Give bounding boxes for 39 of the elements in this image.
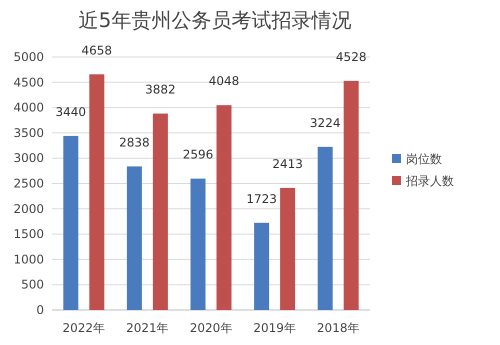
bar bbox=[89, 74, 104, 310]
data-label: 3224 bbox=[310, 116, 340, 130]
bar bbox=[344, 80, 359, 310]
data-label: 4528 bbox=[336, 50, 366, 64]
legend-label: 岗位数 bbox=[406, 152, 442, 166]
data-label: 1723 bbox=[246, 192, 277, 206]
x-tick-label: 2022年 bbox=[62, 321, 106, 335]
legend-label: 招录人数 bbox=[405, 174, 454, 188]
y-tick-label: 3500 bbox=[13, 126, 44, 140]
y-tick-label: 1000 bbox=[13, 252, 44, 266]
data-label: 2596 bbox=[182, 148, 214, 162]
bar bbox=[126, 166, 142, 310]
bar bbox=[318, 146, 333, 310]
y-tick-label: 4500 bbox=[13, 75, 44, 90]
x-tick-label: 2019年 bbox=[253, 321, 296, 335]
x-tick-label: 2018年 bbox=[316, 321, 360, 335]
y-tick-label: 2500 bbox=[13, 176, 44, 190]
bar bbox=[190, 178, 206, 310]
y-tick-label: 0 bbox=[36, 303, 44, 317]
y-tick-label: 2000 bbox=[13, 202, 44, 216]
y-tick-label: 5000 bbox=[13, 50, 44, 64]
x-tick-label: 2020年 bbox=[190, 321, 232, 335]
chart-title: 近5年贵州公务员考试招录情况 bbox=[78, 8, 352, 32]
data-label: 4048 bbox=[208, 74, 240, 88]
y-tick-label: 1500 bbox=[13, 227, 44, 242]
data-label: 3440 bbox=[56, 104, 86, 119]
y-tick-label: 500 bbox=[21, 278, 44, 292]
bar bbox=[280, 188, 296, 310]
data-label: 3882 bbox=[145, 82, 176, 97]
x-tick-label: 2021年 bbox=[126, 321, 169, 335]
bar bbox=[152, 114, 168, 310]
bar bbox=[63, 136, 78, 310]
data-label: 2838 bbox=[119, 135, 150, 150]
data-label: 2413 bbox=[272, 156, 303, 171]
bar bbox=[254, 222, 270, 310]
y-tick-label: 3000 bbox=[13, 151, 44, 166]
data-label: 4658 bbox=[82, 43, 112, 58]
bar bbox=[216, 105, 232, 310]
y-tick-label: 4000 bbox=[13, 100, 44, 115]
